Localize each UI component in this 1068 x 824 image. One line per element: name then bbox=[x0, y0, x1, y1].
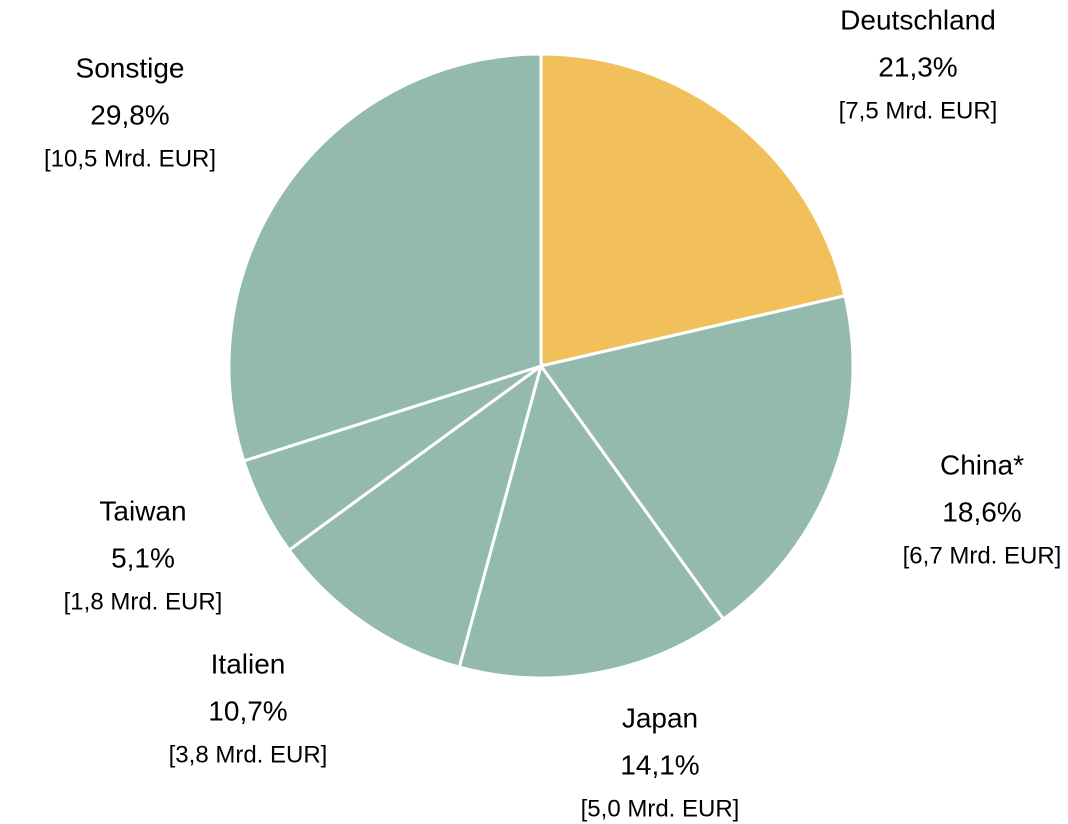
value-label: 21,3% bbox=[878, 51, 957, 82]
slice-label: China* bbox=[940, 449, 1024, 480]
slice-label: Sonstige bbox=[76, 52, 185, 83]
value-label: 5,1% bbox=[111, 542, 175, 573]
value-label: 29,8% bbox=[90, 99, 169, 130]
slice-label: Italien bbox=[211, 648, 286, 679]
slice-label: Japan bbox=[622, 702, 698, 733]
amount-label: [5,0 Mrd. EUR] bbox=[581, 795, 740, 822]
pie-slice bbox=[227, 52, 543, 463]
amount-label: [1,8 Mrd. EUR] bbox=[64, 588, 223, 615]
slice-label: Taiwan bbox=[99, 495, 186, 526]
amount-label: [3,8 Mrd. EUR] bbox=[169, 741, 328, 768]
pie-slice bbox=[539, 52, 847, 368]
amount-label: [6,7 Mrd. EUR] bbox=[903, 542, 1062, 569]
value-label: 10,7% bbox=[208, 695, 287, 726]
value-label: 18,6% bbox=[942, 496, 1021, 527]
amount-label: [7,5 Mrd. EUR] bbox=[839, 97, 998, 124]
pie-slice bbox=[538, 293, 855, 622]
pie-slice bbox=[457, 362, 726, 680]
amount-label: [10,5 Mrd. EUR] bbox=[44, 145, 216, 172]
pie-slice bbox=[286, 362, 544, 669]
slice-label: Deutschland bbox=[840, 4, 996, 35]
value-label: 14,1% bbox=[620, 749, 699, 780]
